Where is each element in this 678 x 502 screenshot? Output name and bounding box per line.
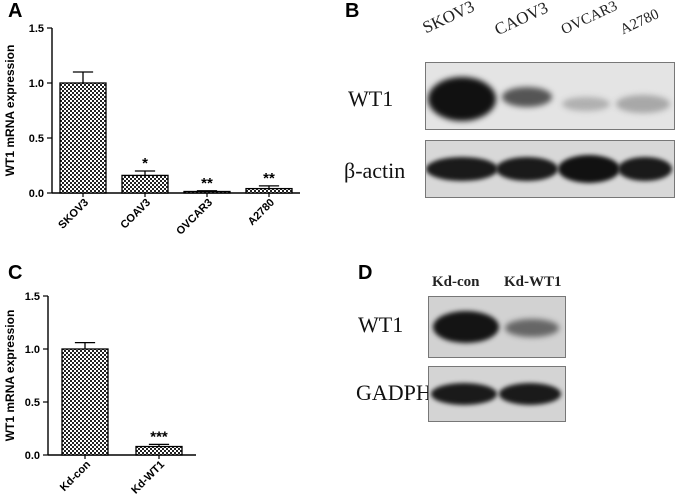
blot-band bbox=[426, 157, 498, 181]
blot-band bbox=[433, 311, 499, 343]
blot-b-lane-label: A2780 bbox=[617, 6, 662, 39]
blot-band bbox=[428, 77, 496, 121]
panel-a-label: A bbox=[8, 0, 23, 22]
significance-label: ** bbox=[201, 175, 213, 192]
y-tick-label: 0.0 bbox=[25, 450, 40, 462]
blot-d-row-label: WT1 bbox=[358, 312, 404, 337]
bar bbox=[135, 445, 183, 456]
y-tick-label: 1.0 bbox=[29, 78, 44, 90]
x-tick-label: A2780 bbox=[246, 197, 277, 228]
blot-d-lane-label: Kd-WT1 bbox=[504, 274, 562, 290]
panel-b-label: B bbox=[345, 0, 360, 22]
blot-d-gadph-strip bbox=[428, 366, 566, 422]
blot-d-lane-label: Kd-con bbox=[432, 274, 480, 290]
bar bbox=[61, 348, 109, 456]
y-axis-label: WT1 mRNA expression bbox=[3, 45, 17, 177]
x-tick-label: SKOV3 bbox=[56, 197, 91, 232]
blot-d-row-label: GADPH bbox=[356, 380, 432, 405]
western-blot-d: Kd-con Kd-WT1 WT1 GADPH bbox=[340, 262, 678, 442]
blot-band bbox=[502, 87, 552, 107]
significance-label: ** bbox=[263, 170, 275, 187]
significance-label: *** bbox=[150, 428, 168, 445]
panel-c-label: C bbox=[8, 262, 23, 284]
blot-band bbox=[618, 157, 672, 181]
y-tick-label: 1.5 bbox=[29, 23, 44, 35]
chart-c: 0.0 0.5 1.0 1.5 WT1 mRNA expression Kd-con ***… bbox=[3, 291, 196, 497]
blot-b-lane-label: SKOV3 bbox=[419, 0, 478, 38]
panel-d-label: D bbox=[358, 262, 373, 284]
bar bbox=[245, 187, 293, 194]
x-tick-label: COAV3 bbox=[118, 197, 153, 232]
y-tick-label: 0.0 bbox=[29, 188, 44, 200]
western-blot-b: SKOV3 CAOV3 OVCAR3 A2780 WT1 β-actin bbox=[340, 0, 678, 210]
blot-band bbox=[562, 97, 610, 111]
y-axis-label: WT1 mRNA expression bbox=[3, 310, 17, 442]
blot-b-lane-label: CAOV3 bbox=[491, 0, 551, 40]
blot-band bbox=[431, 383, 497, 405]
blot-band bbox=[558, 155, 620, 183]
blot-band bbox=[616, 95, 670, 113]
blot-b-wt1-strip bbox=[425, 62, 675, 130]
blot-b-row-label: β-actin bbox=[344, 158, 406, 183]
blot-d-wt1-strip bbox=[428, 296, 566, 358]
y-tick-label: 0.5 bbox=[25, 397, 40, 409]
blot-b-lane-label: OVCAR3 bbox=[558, 0, 620, 39]
x-tick-label: OVCAR3 bbox=[174, 197, 215, 238]
x-tick-label: Kd-con bbox=[58, 458, 93, 493]
y-tick-label: 0.5 bbox=[29, 133, 44, 145]
y-tick-label: 1.0 bbox=[25, 344, 40, 356]
x-tick-label: Kd-WT1 bbox=[129, 459, 167, 497]
bar bbox=[59, 82, 107, 194]
blot-band bbox=[496, 157, 558, 181]
blot-band bbox=[499, 383, 561, 405]
blot-b-row-label: WT1 bbox=[348, 86, 394, 111]
blot-band bbox=[505, 319, 559, 337]
y-tick-label: 1.5 bbox=[25, 291, 40, 303]
chart-a: 0.0 0.5 1.0 1.5 WT1 mRNA expression SKOV3 * COA… bbox=[3, 23, 300, 238]
bar bbox=[121, 174, 169, 194]
blot-b-actin-strip bbox=[425, 140, 675, 198]
significance-label: * bbox=[142, 155, 148, 172]
